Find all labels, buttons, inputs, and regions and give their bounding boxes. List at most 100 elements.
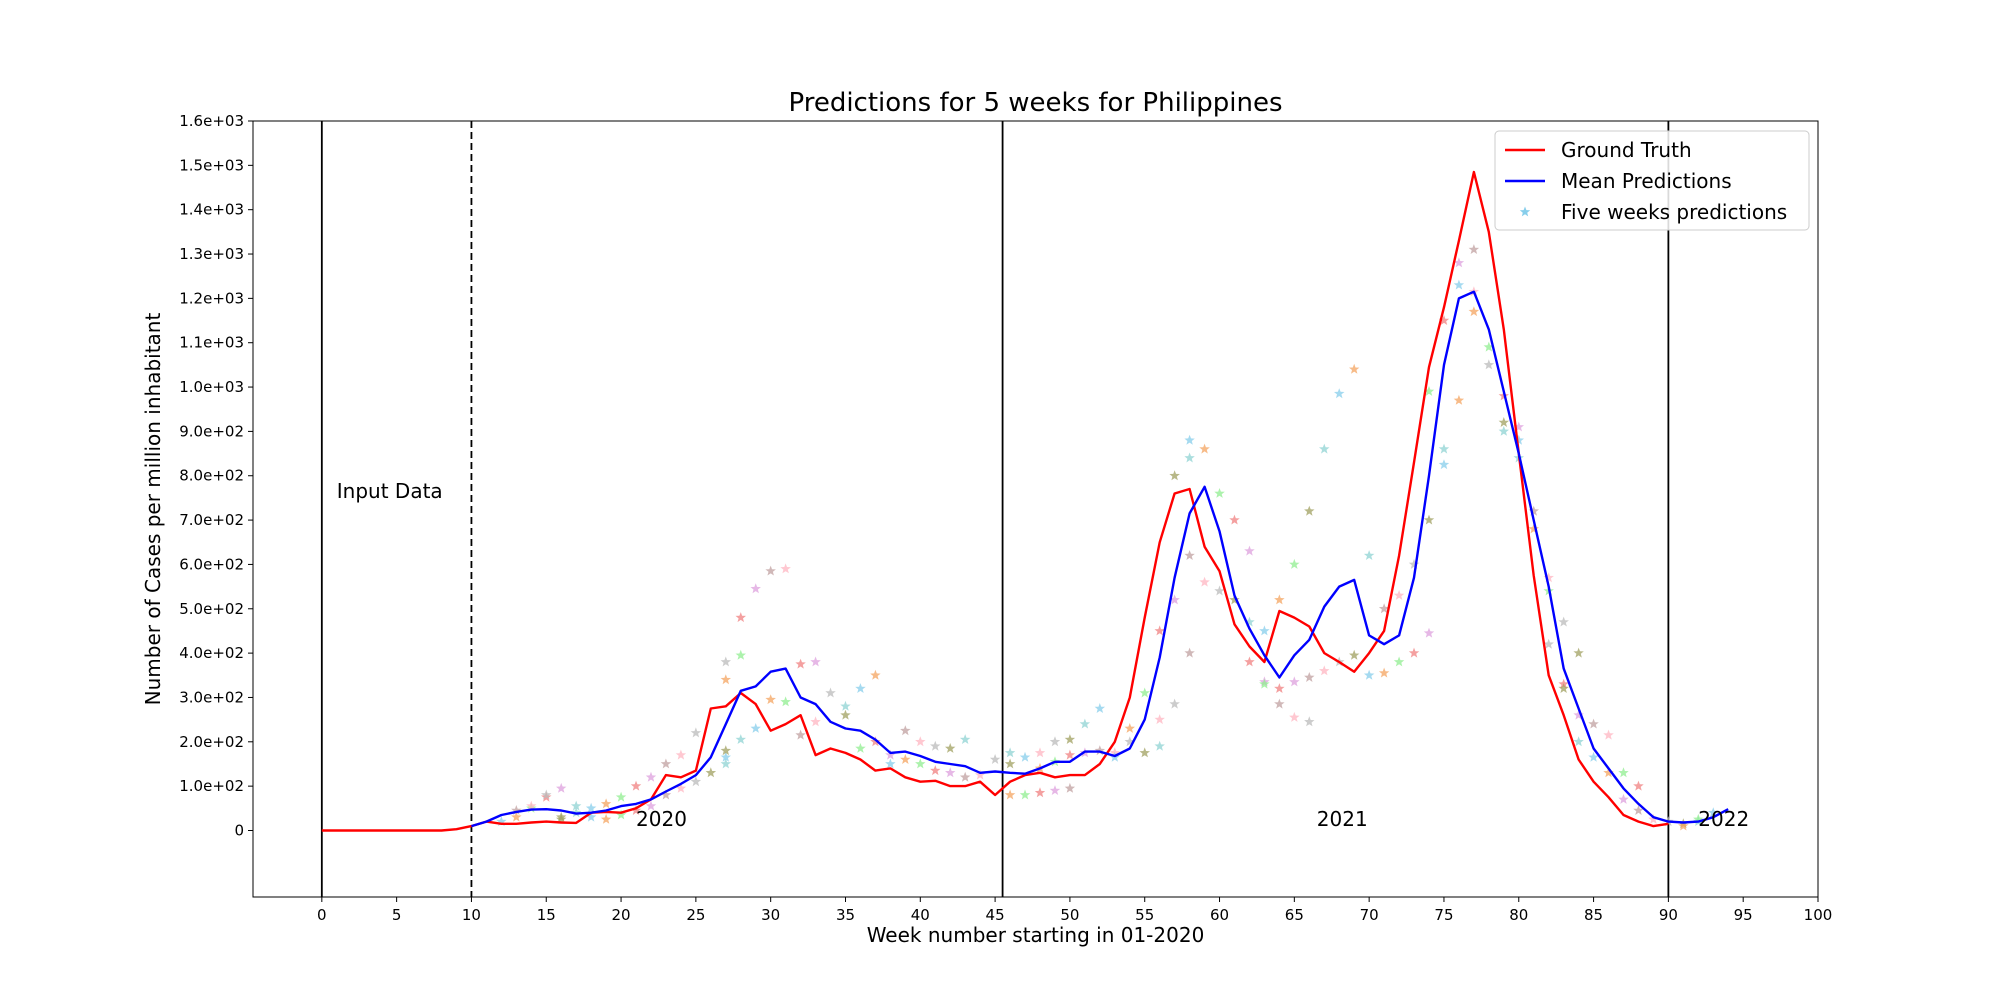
prediction-point (526, 800, 537, 811)
prediction-point (1259, 625, 1270, 636)
y-tick-label: 6.0e+02 (179, 555, 244, 573)
prediction-point (1274, 594, 1285, 605)
y-tick-label: 1.5e+03 (179, 156, 244, 174)
legend-swatch (1519, 206, 1531, 217)
prediction-point (1453, 394, 1465, 405)
y-tick-label: 3.0e+02 (179, 688, 244, 706)
prediction-point (780, 696, 791, 707)
prediction-point (630, 780, 642, 791)
prediction-point (885, 749, 896, 760)
y-tick-label: 9.0e+02 (179, 422, 244, 440)
chart-title: Predictions for 5 weeks for Philippines (788, 88, 1282, 118)
prediction-point (1483, 341, 1495, 352)
prediction-point (1244, 616, 1255, 627)
prediction-point (1363, 550, 1375, 560)
x-tick-label: 100 (1804, 906, 1833, 924)
prediction-point (1049, 785, 1061, 795)
prediction-point (959, 771, 971, 782)
prediction-point (1573, 647, 1584, 658)
prediction-point (1094, 703, 1106, 713)
prediction-point (945, 743, 956, 753)
prediction-point (1573, 709, 1584, 720)
y-tick-label: 8.0e+02 (179, 467, 244, 485)
prediction-point (1618, 767, 1629, 778)
prediction-point (1154, 625, 1165, 636)
y-tick-label: 1.3e+03 (179, 245, 244, 263)
prediction-point (750, 583, 761, 594)
series-lines (321, 170, 1729, 832)
prediction-point (870, 669, 881, 680)
prediction-point (1408, 647, 1420, 658)
prediction-point (615, 791, 627, 802)
prediction-point (690, 727, 702, 738)
prediction-point (885, 758, 896, 769)
prediction-point (1648, 813, 1659, 824)
prediction-point (1349, 649, 1360, 660)
prediction-point (1184, 647, 1195, 658)
prediction-point (989, 754, 1001, 764)
legend: Ground Truth Mean Predictions Five weeks p… (1494, 130, 1810, 231)
prediction-point (1244, 656, 1255, 667)
prediction-point (1229, 594, 1240, 605)
prediction-point (1244, 545, 1255, 556)
y-tick-label: 2.0e+02 (179, 733, 244, 751)
y-tick-label: 5.0e+02 (179, 600, 244, 618)
prediction-point (1259, 678, 1270, 689)
prediction-point (570, 807, 582, 818)
prediction-point (1483, 359, 1495, 370)
prediction-point (1199, 576, 1210, 587)
prediction-point (1633, 805, 1644, 815)
x-tick-label: 55 (1135, 906, 1154, 924)
prediction-point (1378, 603, 1390, 614)
x-tick-label: 30 (761, 906, 780, 924)
plot-frame (252, 120, 1819, 898)
y-tick-label: 0 (234, 821, 244, 839)
prediction-point (1678, 820, 1689, 831)
prediction-point (1064, 749, 1076, 760)
prediction-point (870, 736, 881, 747)
prediction-point (1004, 747, 1016, 758)
prediction-point (720, 674, 731, 685)
prediction-point (735, 734, 746, 744)
x-axis-label: Week number starting in 01-2020 (867, 923, 1205, 947)
prediction-point (959, 734, 971, 744)
series-line (321, 170, 1669, 832)
prediction-point (735, 649, 746, 660)
prediction-point (765, 565, 776, 576)
prediction-point (1034, 747, 1046, 758)
prediction-point (945, 767, 956, 778)
prediction-point (660, 758, 672, 769)
prediction-point (900, 725, 911, 736)
prediction-point (1573, 736, 1584, 747)
vertical-markers (320, 121, 1670, 897)
x-tick-label: 50 (1060, 906, 1079, 924)
y-tick-label: 1.1e+03 (179, 334, 244, 352)
x-tick-label: 90 (1659, 906, 1678, 924)
prediction-point (1633, 780, 1644, 791)
prediction-point (645, 800, 657, 811)
prediction-point (1274, 698, 1285, 709)
prediction-point (735, 612, 746, 623)
prediction-point (1169, 698, 1180, 709)
x-tick-label: 40 (911, 906, 930, 924)
prediction-point (1528, 523, 1539, 534)
prediction-point (1708, 807, 1719, 818)
legend-label: Mean Predictions (1561, 169, 1732, 193)
prediction-point (1363, 669, 1375, 680)
x-tick-label: 95 (1734, 906, 1753, 924)
five-weeks-predictions-points (496, 244, 1719, 831)
x-tick-label: 85 (1584, 906, 1603, 924)
x-tick-label: 0 (317, 906, 327, 924)
y-tick-label: 1.0e+02 (179, 777, 244, 795)
prediction-point (675, 782, 687, 793)
prediction-point (915, 736, 926, 747)
x-tick-label: 25 (686, 906, 705, 924)
prediction-point (1513, 421, 1524, 432)
y-tick-label: 7.0e+02 (179, 511, 244, 529)
prediction-point (1453, 257, 1465, 268)
prediction-point (690, 776, 702, 787)
prediction-point (780, 563, 791, 574)
annotation: 2021 (1317, 807, 1368, 831)
y-axis-label: Number of Cases per million inhabitant (141, 313, 165, 706)
prediction-point (1004, 789, 1016, 800)
